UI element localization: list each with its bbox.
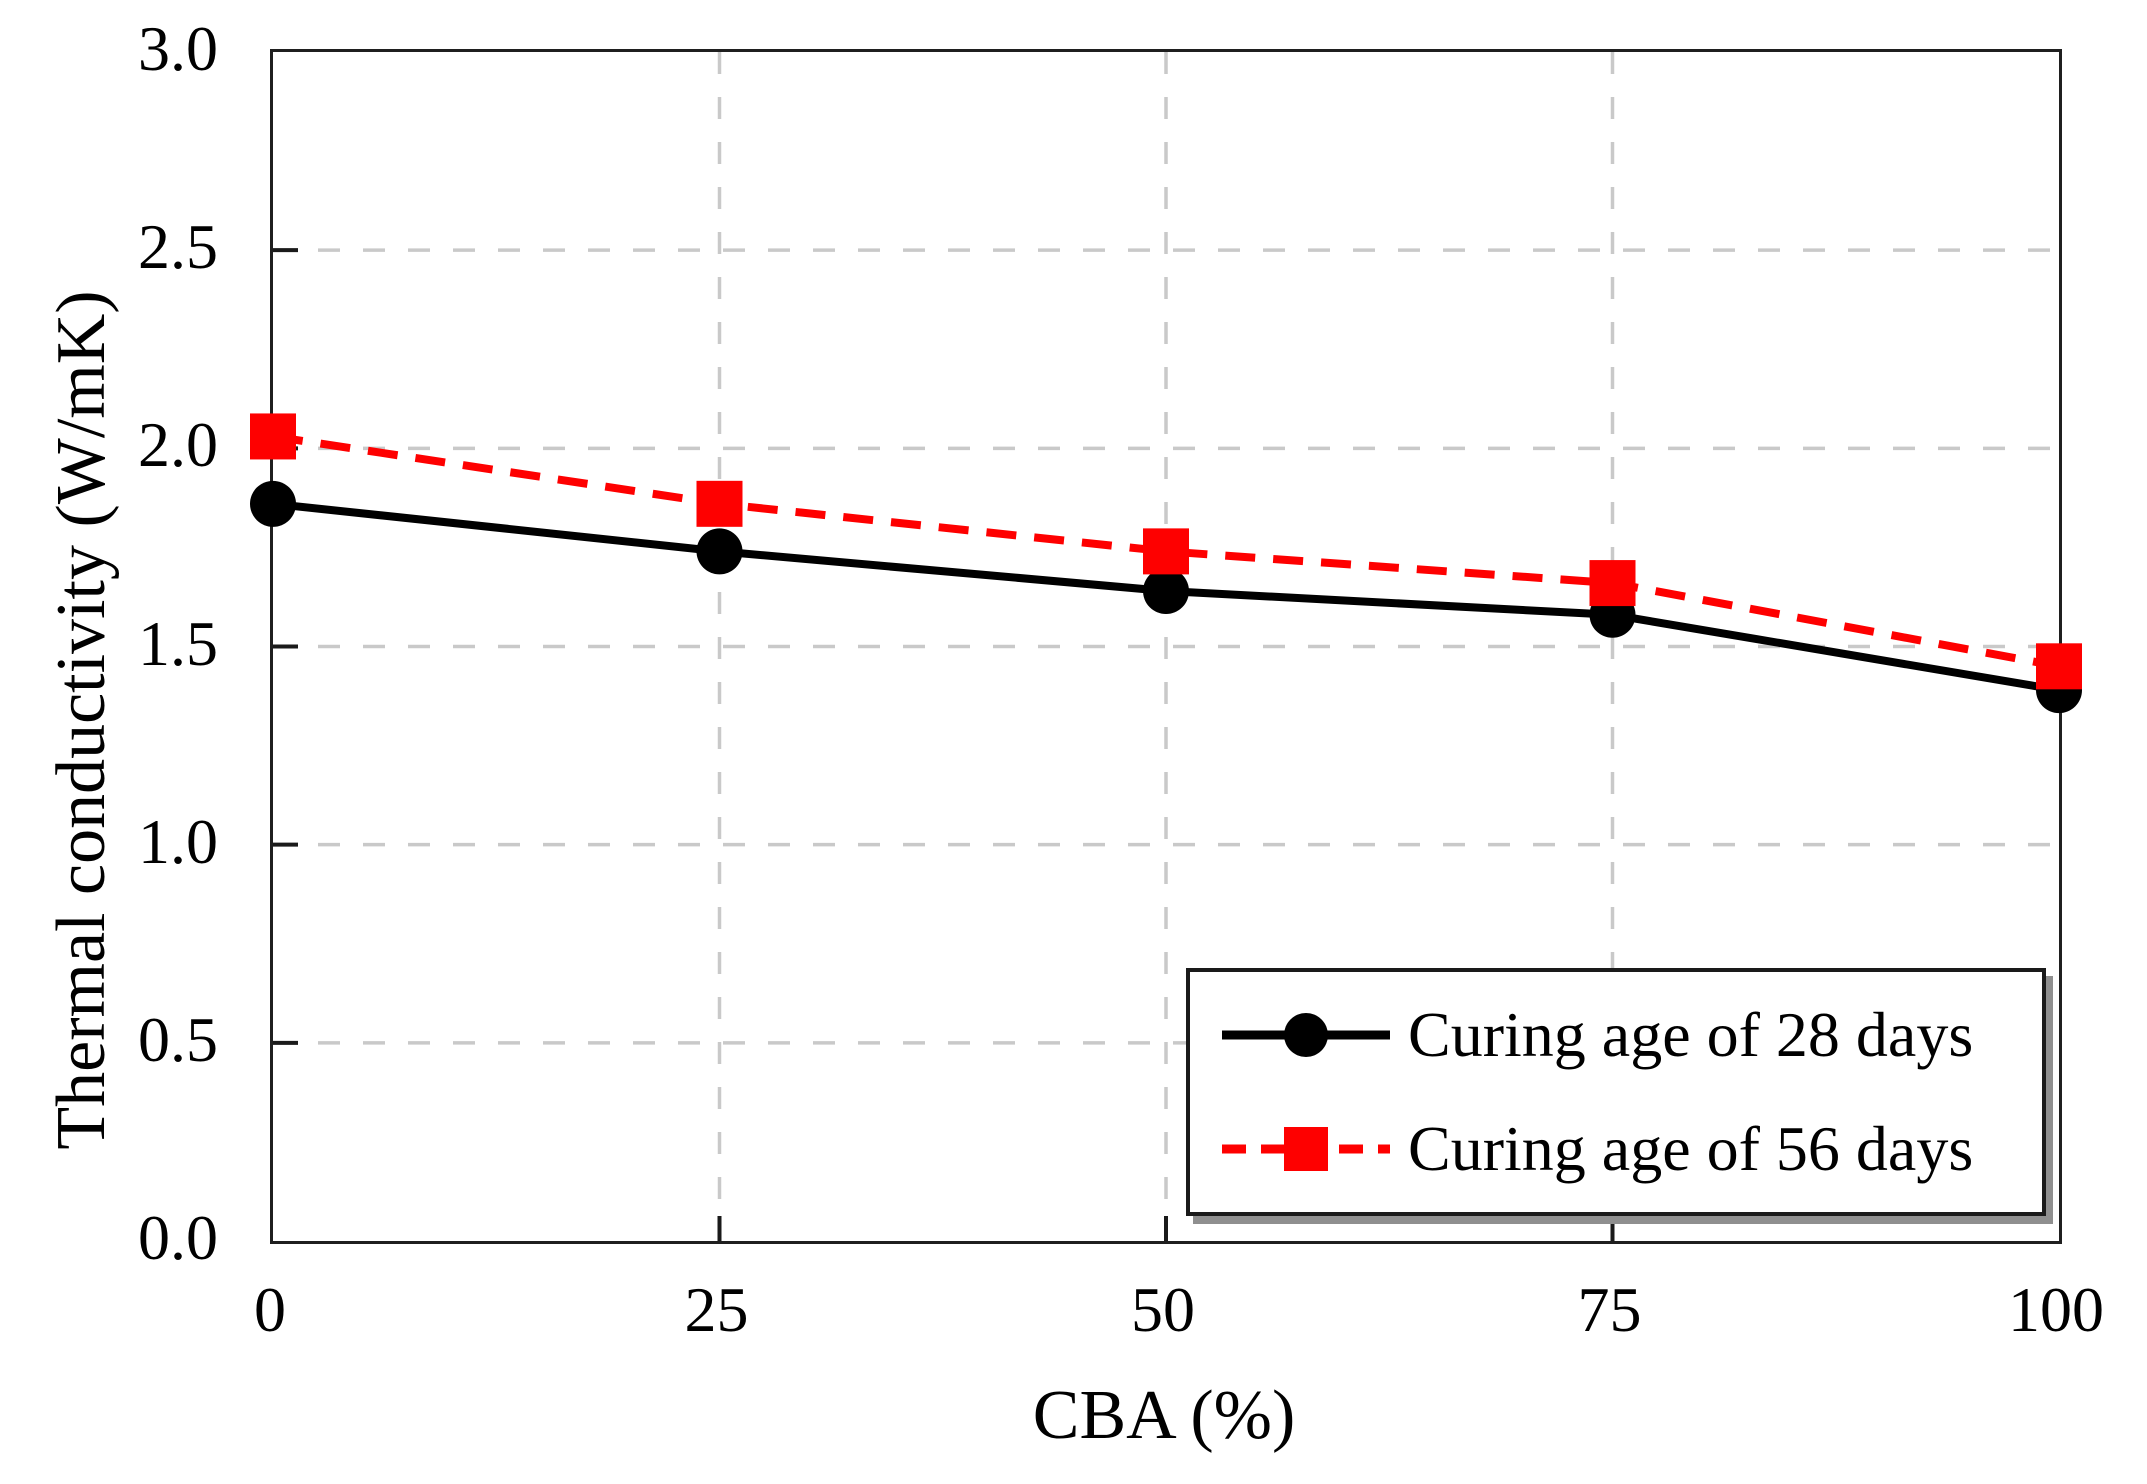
y-tick-label: 1.5 xyxy=(138,607,218,679)
x-tick-label: 0 xyxy=(254,1274,286,1345)
legend-item-28-days: Curing age of 28 days xyxy=(1190,1003,2042,1067)
legend-label-56-days: Curing age of 56 days xyxy=(1408,1113,1974,1184)
y-tick-label: 0.5 xyxy=(138,1003,218,1075)
x-axis-title: CBA (%) xyxy=(1032,1377,1296,1454)
y-tick-label: 1.0 xyxy=(138,805,218,877)
legend: Curing age of 28 days Curing age of 56 d… xyxy=(1186,968,2046,1216)
legend-item-56-days: Curing age of 56 days xyxy=(1190,1117,2042,1181)
legend-sample-56-days-line-icon xyxy=(1222,1127,1390,1171)
x-tick-label: 75 xyxy=(1577,1274,1642,1345)
y-tick-label: 0.0 xyxy=(138,1202,218,1273)
x-tick-label: 50 xyxy=(1131,1274,1195,1345)
legend-sample-28-days-line-icon xyxy=(1222,1013,1390,1057)
y-tick-label: 2.0 xyxy=(138,409,218,481)
y-tick-label: 3.0 xyxy=(138,13,218,84)
y-tick-label: 2.5 xyxy=(138,211,218,283)
x-tick-label: 25 xyxy=(684,1274,749,1345)
plot-area: Curing age of 28 days Curing age of 56 d… xyxy=(250,49,2082,1244)
x-tick-label: 100 xyxy=(2008,1274,2104,1345)
legend-label-28-days: Curing age of 28 days xyxy=(1408,999,1974,1070)
